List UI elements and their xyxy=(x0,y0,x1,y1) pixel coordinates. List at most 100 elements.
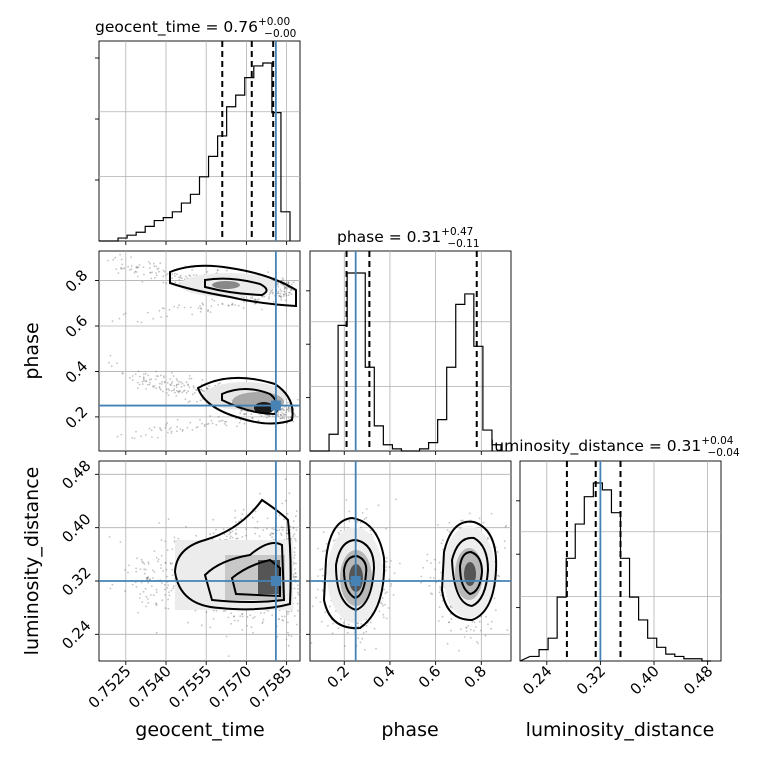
sample-point xyxy=(234,417,237,420)
sample-point xyxy=(289,416,292,419)
sample-point xyxy=(155,631,158,634)
sample-point xyxy=(387,607,390,609)
sample-point xyxy=(260,415,263,417)
sample-point xyxy=(107,259,109,262)
sample-point xyxy=(118,317,121,320)
sample-point xyxy=(287,613,289,616)
sample-point xyxy=(279,414,282,416)
sample-point xyxy=(343,645,346,647)
sample-point xyxy=(133,437,136,440)
sample-point xyxy=(137,387,139,389)
sample-point xyxy=(223,610,225,613)
sample-point xyxy=(158,270,161,273)
sample-point xyxy=(229,532,232,534)
sample-point xyxy=(217,383,220,385)
sample-point xyxy=(283,291,286,293)
sample-point xyxy=(201,378,204,381)
sample-point xyxy=(155,604,158,607)
sample-point xyxy=(267,610,270,612)
sample-point xyxy=(385,569,387,571)
sample-point xyxy=(381,597,384,600)
sample-point xyxy=(317,588,319,591)
sample-point xyxy=(254,532,256,535)
sample-point xyxy=(494,609,497,612)
sample-point xyxy=(437,524,439,526)
sample-point xyxy=(153,262,155,265)
sample-point xyxy=(218,420,221,423)
density-shade-4 xyxy=(212,281,240,289)
sample-point xyxy=(294,568,296,570)
sample-point xyxy=(420,581,422,584)
sample-point xyxy=(293,576,296,579)
contour-9 xyxy=(342,554,368,600)
sample-point xyxy=(146,577,149,580)
sample-point xyxy=(173,384,176,387)
sample-point xyxy=(280,295,283,298)
sample-point xyxy=(234,533,237,535)
sample-point xyxy=(170,389,173,392)
sample-point xyxy=(149,578,151,581)
sample-point xyxy=(277,413,279,415)
sample-point xyxy=(282,526,284,529)
ytick-label-luminosity_distance: 0.48 xyxy=(58,457,94,493)
sample-point xyxy=(440,571,443,574)
sample-point xyxy=(221,303,224,305)
sample-point xyxy=(195,534,198,537)
sample-point xyxy=(357,625,360,628)
sample-point xyxy=(294,572,297,575)
sample-point xyxy=(280,407,283,410)
sample-point xyxy=(369,621,372,624)
ytick-label-luminosity_distance: 0.32 xyxy=(58,563,94,599)
sample-point xyxy=(493,597,496,600)
sample-point xyxy=(176,418,179,421)
sample-point xyxy=(438,620,440,622)
sample-point xyxy=(293,587,296,590)
sample-point xyxy=(163,376,165,379)
ytick-label-phase: 0.2 xyxy=(62,403,92,433)
sample-point xyxy=(506,629,509,632)
sample-point xyxy=(283,285,286,287)
sample-point xyxy=(385,557,388,559)
sample-point xyxy=(206,387,209,390)
sample-point xyxy=(365,508,368,510)
sample-point xyxy=(484,634,487,637)
panel-frame-distance-vs-phase xyxy=(309,460,512,662)
sample-point xyxy=(209,311,212,313)
sample-point xyxy=(324,611,327,614)
sample-point xyxy=(476,640,478,643)
sample-point xyxy=(175,383,178,386)
sample-point xyxy=(234,509,237,512)
sample-point xyxy=(124,312,127,315)
sample-point xyxy=(147,563,150,565)
sample-point xyxy=(236,537,239,540)
sample-point xyxy=(208,385,211,387)
sample-point xyxy=(143,568,146,571)
sample-point xyxy=(279,413,282,416)
sample-point xyxy=(385,617,388,620)
sample-point xyxy=(169,563,172,565)
sample-point xyxy=(360,623,363,625)
sample-point xyxy=(181,382,184,385)
sample-point xyxy=(250,626,253,629)
sample-point xyxy=(185,525,187,528)
sample-point xyxy=(211,422,214,425)
title-geocent-time: geocent_time = 0.76+0.00 −0.00 xyxy=(95,16,296,40)
sample-point xyxy=(287,406,290,409)
sample-point xyxy=(246,616,249,618)
sample-point xyxy=(202,390,204,392)
sample-point xyxy=(136,320,139,323)
sample-point xyxy=(225,424,228,427)
sample-point xyxy=(167,388,170,390)
sample-point xyxy=(147,261,150,263)
sample-point xyxy=(179,274,182,277)
sample-point xyxy=(253,298,256,301)
sample-point xyxy=(377,504,380,507)
sample-point xyxy=(223,423,226,425)
sample-point xyxy=(251,297,254,299)
sample-point xyxy=(135,265,138,268)
sample-point xyxy=(288,291,290,294)
sample-point xyxy=(184,398,187,400)
sample-point xyxy=(175,378,178,380)
sample-point xyxy=(271,614,274,617)
